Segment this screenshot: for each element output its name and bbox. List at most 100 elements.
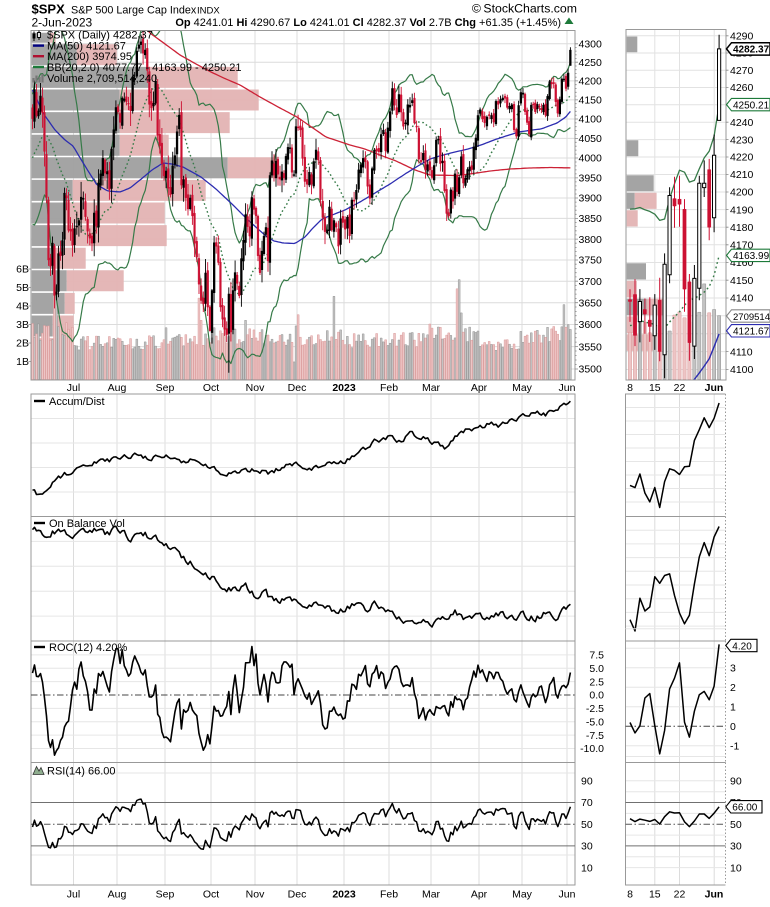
svg-text:© StockCharts.com: © StockCharts.com [472,2,577,16]
svg-text:3550: 3550 [579,341,603,353]
svg-text:S&P 500 Large Cap Index: S&P 500 Large Cap Index [71,5,197,17]
svg-text:Oct: Oct [203,382,219,394]
svg-text:4140: 4140 [730,293,754,305]
svg-text:4000: 4000 [579,153,603,165]
svg-text:Dec: Dec [288,889,307,901]
svg-text:50: 50 [581,819,593,831]
svg-text:3750: 3750 [579,255,603,267]
svg-text:MA(50) 4121.67: MA(50) 4121.67 [47,41,126,53]
svg-text:2: 2 [730,682,736,694]
svg-text:Oct: Oct [203,889,219,901]
svg-text:4150: 4150 [579,95,603,107]
svg-text:7.5: 7.5 [589,650,604,662]
svg-text:3: 3 [730,663,736,675]
svg-text:4170: 4170 [730,240,754,252]
svg-text:3B: 3B [16,319,29,331]
svg-text:3950: 3950 [579,173,603,185]
svg-text:2709514: 2709514 [733,312,770,323]
svg-text:5B: 5B [16,282,29,294]
svg-text:Jun: Jun [705,382,724,394]
svg-text:4200: 4200 [579,76,603,88]
svg-text:May: May [512,382,533,394]
svg-text:Mar: Mar [422,889,441,901]
svg-text:Sep: Sep [156,382,175,394]
svg-text:4300: 4300 [579,39,603,51]
svg-text:70: 70 [581,797,593,809]
svg-text:Nov: Nov [246,889,265,901]
svg-text:90: 90 [730,776,742,788]
svg-text:3900: 3900 [579,193,603,205]
svg-text:Apr: Apr [471,889,488,901]
svg-text:4250.21: 4250.21 [733,100,770,111]
svg-text:4.20: 4.20 [732,641,752,652]
svg-text:4121.67: 4121.67 [733,327,770,338]
svg-text:2B: 2B [16,338,29,350]
svg-text:3650: 3650 [579,297,603,309]
svg-text:On Balance Vol: On Balance Vol [49,518,125,530]
svg-text:4282.37: 4282.37 [733,45,770,56]
svg-text:22: 22 [674,382,686,394]
svg-text:4270: 4270 [730,65,754,77]
svg-text:4240: 4240 [730,117,754,129]
svg-text:15: 15 [649,382,661,394]
svg-text:Accum/Dist: Accum/Dist [49,396,105,408]
svg-text:30: 30 [730,841,742,853]
svg-text:2.5: 2.5 [589,676,604,688]
svg-text:66.00: 66.00 [732,803,757,814]
svg-text:Jun: Jun [559,889,576,901]
svg-text:15: 15 [649,889,661,901]
svg-text:Feb: Feb [380,889,398,901]
svg-text:4250: 4250 [579,57,603,69]
svg-text:1: 1 [730,702,736,714]
svg-text:May: May [512,889,533,901]
svg-text:4230: 4230 [730,134,754,146]
svg-text:4190: 4190 [730,204,754,216]
svg-text:Op 4241.01 Hi 4290.67 Lo 4241.: Op 4241.01 Hi 4290.67 Lo 4241.01 Cl 4282… [175,17,561,29]
svg-text:5.0: 5.0 [589,663,604,675]
svg-text:4B: 4B [16,301,29,313]
svg-text:3800: 3800 [579,234,603,246]
svg-text:-10.0: -10.0 [580,743,604,755]
svg-text:30: 30 [581,841,593,853]
svg-text:4100: 4100 [579,114,603,126]
svg-text:4110: 4110 [730,346,753,358]
svg-text:4163.99: 4163.99 [733,251,770,262]
svg-text:0: 0 [730,721,736,733]
svg-text:-7.5: -7.5 [586,730,604,742]
svg-text:3850: 3850 [579,213,603,225]
svg-text:-1: -1 [730,741,739,753]
svg-text:Jun: Jun [559,382,576,394]
svg-text:10: 10 [730,862,742,874]
svg-text:90: 90 [581,776,593,788]
svg-text:4200: 4200 [730,187,754,199]
svg-text:4150: 4150 [730,275,754,287]
svg-text:0.0: 0.0 [589,690,604,702]
svg-text:$SPX: $SPX [32,2,66,17]
svg-text:4290: 4290 [730,31,754,43]
svg-text:ROC(12) 4.20%: ROC(12) 4.20% [49,642,127,654]
svg-text:3700: 3700 [579,276,603,288]
svg-text:4220: 4220 [730,152,754,164]
svg-text:3600: 3600 [579,319,603,331]
svg-text:8: 8 [627,382,633,394]
svg-text:4050: 4050 [579,133,603,145]
svg-text:Apr: Apr [471,382,488,394]
svg-text:Feb: Feb [380,382,398,394]
svg-text:4260: 4260 [730,82,754,94]
svg-text:-2.5: -2.5 [586,703,604,715]
svg-text:Volume 2,709,514,240: Volume 2,709,514,240 [47,73,157,85]
svg-text:INDX: INDX [197,6,220,17]
svg-text:Nov: Nov [246,382,265,394]
svg-text:Aug: Aug [108,382,127,394]
svg-text:4180: 4180 [730,222,754,234]
svg-text:2-Jun-2023: 2-Jun-2023 [32,16,93,30]
svg-text:-5.0: -5.0 [586,717,604,729]
svg-text:8: 8 [627,889,633,901]
svg-text:10: 10 [581,862,593,874]
svg-text:Aug: Aug [108,889,127,901]
svg-text:4210: 4210 [730,169,754,181]
svg-text:1B: 1B [16,356,29,368]
svg-text:50: 50 [730,819,742,831]
svg-text:Jul: Jul [67,382,80,394]
svg-text:Jun: Jun [705,889,724,901]
